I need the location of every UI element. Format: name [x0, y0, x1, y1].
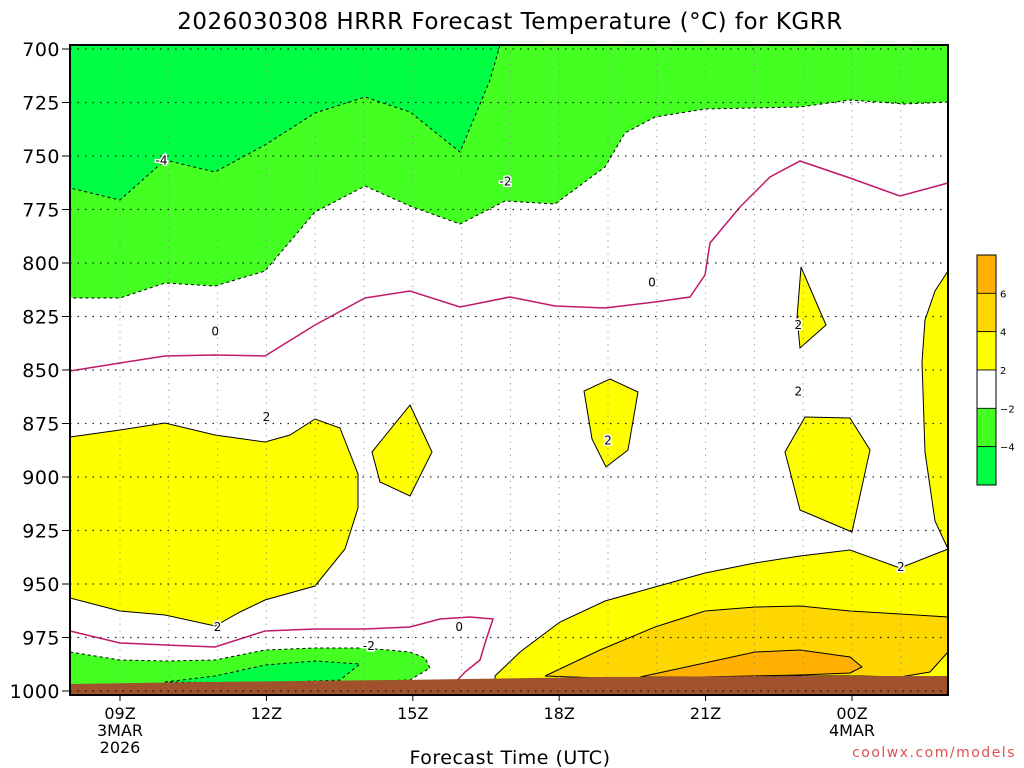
contour-zero-upper: [69, 160, 949, 372]
ground-surface: [70, 676, 948, 695]
contour-minus2-line: [70, 99, 949, 299]
x-tick-label: 18Z: [544, 704, 575, 723]
plot-area: -4 -2 -2 0 0 0 2 2 2 2 2 2: [69, 44, 949, 696]
contour-label: 0: [455, 620, 463, 634]
colorbar-swatch: [976, 446, 997, 486]
contour-label: -2: [500, 175, 512, 189]
y-tick-label: 725: [22, 93, 60, 115]
y-tick-label: 800: [22, 253, 60, 275]
y-tick-label: 975: [22, 628, 60, 650]
warm-region-small-a: [371, 404, 433, 497]
y-tick-label: 850: [22, 360, 60, 382]
colorbar-swatch: [976, 331, 997, 371]
x-tick-label: 15Z: [397, 704, 428, 723]
y-tick-label: 900: [22, 467, 60, 489]
contour-minus4-line: [69, 44, 501, 201]
x-tick-label: 21Z: [690, 704, 721, 723]
y-tick-label: 825: [22, 307, 60, 329]
contour-label: 2: [794, 384, 802, 398]
x-tick-sublabel: 3MAR: [97, 721, 143, 740]
y-tick-label: 950: [22, 574, 60, 596]
colorbar-label: 4: [1000, 328, 1006, 339]
contour-label: 2: [794, 318, 802, 332]
contour-label: 0: [211, 324, 219, 338]
chart-title: 2026030308 HRRR Forecast Temperature (°C…: [177, 9, 842, 35]
credit-text[interactable]: coolwx.com/models: [852, 745, 1016, 761]
y-tick-label: 775: [22, 200, 60, 222]
cold-region-minus4: [70, 45, 500, 200]
contour-label: 2: [214, 620, 222, 634]
colorbar-label: −2: [1000, 404, 1015, 415]
colorbar-swatch: [976, 254, 997, 294]
contour-zero-lower: [69, 616, 495, 687]
x-tick-label: 09Z: [104, 704, 135, 723]
x-tick-sublabel: 4MAR: [829, 721, 875, 740]
contour-label: 2: [604, 434, 612, 448]
x-tick-label: 00Z: [836, 704, 867, 723]
x-tick-label: 12Z: [251, 704, 282, 723]
contour-labels: -4 -2 -2 0 0 0 2 2 2 2 2 2: [154, 152, 906, 655]
warm-region-left: [69, 418, 359, 627]
y-tick-label: 750: [22, 146, 60, 168]
colorbar-label: 6: [1000, 289, 1006, 300]
warm-region-small-d: [784, 416, 871, 533]
warm-region-6to8: [639, 649, 863, 678]
colorbar-legend: 6 4 2 −2 −4: [976, 254, 1015, 486]
colorbar-swatch: [976, 292, 997, 333]
plot-grid: [70, 45, 948, 695]
colorbar-swatch: [976, 369, 997, 409]
warm-region-small-c: [796, 266, 827, 350]
x-axis-label: Forecast Time (UTC): [410, 747, 611, 768]
colorbar-label: −4: [1000, 443, 1015, 454]
colorbar-frame: [976, 254, 997, 486]
contour-label: 2: [897, 560, 905, 574]
contour-label: 0: [648, 275, 656, 289]
y-tick-label: 925: [22, 521, 60, 543]
y-tick-label: 700: [22, 39, 60, 61]
contour-label: -2: [363, 639, 375, 653]
colorbar-label: 2: [1000, 366, 1006, 377]
x-tick-year-label: 2026: [100, 738, 141, 757]
contour-label: 2: [263, 410, 271, 424]
y-tick-label: 1000: [10, 681, 60, 703]
colorbar-swatch: [976, 407, 997, 448]
y-axis: 700 725 750 775 800 825 850 875 900 925 950 975 1000: [10, 39, 70, 703]
contour-label: -4: [155, 153, 167, 167]
y-tick-label: 875: [22, 414, 60, 436]
warm-region-right: [921, 269, 949, 550]
